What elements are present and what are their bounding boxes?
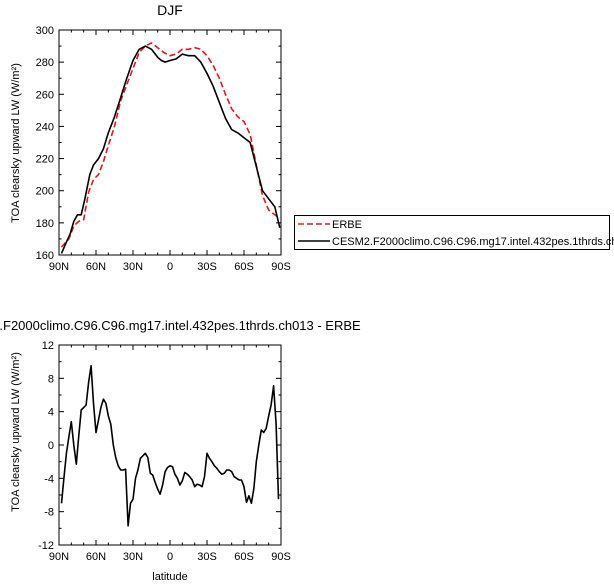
- top-y-tick-label: 160: [36, 250, 54, 262]
- bottom-x-tick-label: 90N: [49, 551, 69, 563]
- bottom-x-tick-label: 60S: [234, 551, 254, 563]
- bottom-x-tick-label: 60N: [86, 551, 106, 563]
- bottom-x-tick-label: 30N: [123, 551, 143, 563]
- top-x-tick-label: 30S: [197, 261, 217, 273]
- top-y-tick-label: 200: [36, 186, 54, 198]
- top-tick-labels: 90N 60N 30N 0 30S 60S 90S 160 180 200 220 240 260 280…: [36, 25, 291, 273]
- top-x-tick-label: 60N: [86, 261, 106, 273]
- legend-box: [294, 215, 610, 250]
- panel-top: DJF TOA clearsky upward LW (W/m²) 90N 60N…: [10, 2, 291, 273]
- bottom-tick-labels: 90N 60N 30N 0 30S 60S 90S -12 -8 -4 0 4 8 12: [38, 340, 291, 563]
- bottom-y-tick-label: 4: [48, 407, 54, 419]
- y-axis-label: TOA clearsky upward LW (W/m²): [10, 63, 22, 223]
- y-axis-label-difference: TOA clearsky upward LW (W/m²): [10, 352, 22, 512]
- top-x-tick-label: 60S: [234, 261, 254, 273]
- top-series-line-cesm2-f2000climo-c96: [60, 45, 281, 254]
- panel-bottom: l2.F2000climo.C96.C96.mg17.intel.432pes.…: [0, 318, 361, 583]
- bottom-x-tick-label: 0: [167, 551, 173, 563]
- legend: ERBE CESM2.F2000climo.C96.C96.mg17.intel…: [294, 215, 614, 250]
- top-x-tick-label: 90N: [49, 261, 69, 273]
- top-y-tick-label: 300: [36, 25, 54, 37]
- top-y-tick-label: 280: [36, 57, 54, 69]
- top-y-tick-label: 260: [36, 89, 54, 101]
- bottom-x-tick-label: 90S: [271, 551, 291, 563]
- top-x-tick-label: 30N: [123, 261, 143, 273]
- bottom-y-tick-label: -8: [44, 507, 54, 519]
- top-y-tick-label: 220: [36, 154, 54, 166]
- bottom-series-line-difference: [60, 364, 280, 527]
- legend-label-cesm2: CESM2.F2000climo.C96.C96.mg17.intel.432p…: [332, 236, 614, 248]
- chart-title: DJF: [157, 2, 183, 18]
- bottom-y-tick-label: 12: [42, 340, 54, 352]
- top-series: [60, 42, 281, 254]
- bottom-series: [60, 364, 280, 527]
- bottom-y-tick-label: -12: [38, 540, 54, 552]
- top-y-tick-label: 240: [36, 121, 54, 133]
- bottom-y-tick-label: 8: [48, 373, 54, 385]
- legend-label-erbe: ERBE: [332, 219, 362, 231]
- bottom-y-tick-label: -4: [44, 473, 54, 485]
- top-x-tick-label: 90S: [271, 261, 291, 273]
- bottom-y-tick-label: 0: [48, 440, 54, 452]
- top-tick-marks: [58, 29, 282, 256]
- top-x-tick-label: 0: [167, 261, 173, 273]
- chart-title-difference: l2.F2000climo.C96.C96.mg17.intel.432pes.…: [0, 318, 361, 333]
- top-plot-frame: [58, 29, 282, 256]
- top-series-line-erbe: [60, 42, 281, 248]
- bottom-plot-frame: [58, 344, 282, 546]
- bottom-x-tick-label: 30S: [197, 551, 217, 563]
- x-axis-label: latitude: [152, 571, 187, 583]
- top-y-tick-label: 180: [36, 218, 54, 230]
